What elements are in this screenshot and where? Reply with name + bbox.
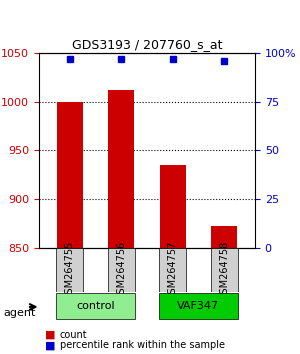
FancyBboxPatch shape (56, 248, 83, 292)
Text: GSM264758: GSM264758 (219, 240, 229, 299)
Title: GDS3193 / 207760_s_at: GDS3193 / 207760_s_at (72, 38, 222, 51)
FancyBboxPatch shape (159, 293, 238, 319)
Text: count: count (60, 330, 88, 339)
Text: GSM264756: GSM264756 (116, 240, 126, 299)
Text: VAF347: VAF347 (177, 301, 220, 311)
Text: agent: agent (3, 308, 35, 318)
Text: GSM264757: GSM264757 (168, 240, 178, 299)
Bar (57, 102, 83, 248)
Text: ■: ■ (45, 330, 56, 339)
Bar (160, 165, 186, 248)
Bar (108, 90, 134, 248)
Text: ■: ■ (45, 340, 56, 350)
FancyBboxPatch shape (211, 248, 238, 292)
FancyBboxPatch shape (56, 293, 135, 319)
Text: GSM264755: GSM264755 (65, 240, 75, 299)
Text: percentile rank within the sample: percentile rank within the sample (60, 340, 225, 350)
FancyBboxPatch shape (108, 248, 135, 292)
Bar (211, 226, 237, 248)
FancyBboxPatch shape (159, 248, 186, 292)
Text: control: control (76, 301, 115, 311)
